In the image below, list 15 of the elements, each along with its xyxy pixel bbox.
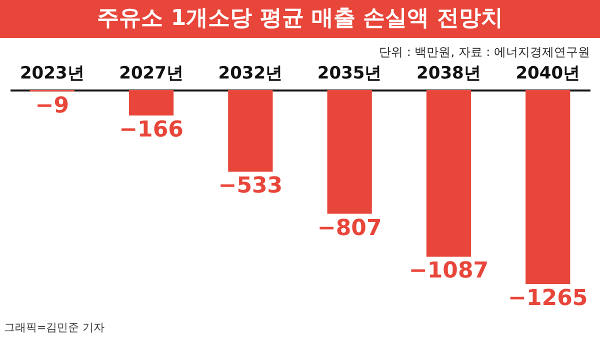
x-tick-label: 2027년 xyxy=(119,64,184,84)
data-label: −807 xyxy=(317,216,382,241)
data-label: −166 xyxy=(119,117,184,142)
x-tick-label: 2040년 xyxy=(516,64,580,84)
x-tick-label: 2035년 xyxy=(317,64,382,84)
data-label: −1265 xyxy=(508,286,588,311)
data-label: −533 xyxy=(218,174,283,199)
text: 그래픽=김민준 기자 xyxy=(4,320,105,335)
chart-title: 주유소 1개소당 평균 매출 손실액 전망치 xyxy=(0,0,600,38)
data-label: −9 xyxy=(35,93,70,118)
x-tick-label: 2032년 xyxy=(218,64,283,84)
data-label: −1087 xyxy=(408,258,489,284)
x-tick-label: 2038년 xyxy=(416,64,481,84)
x-tick-label: 2023년 xyxy=(20,64,84,84)
chart-subtitle: 단위 : 백만원, 자료 : 에너지경제연구원 xyxy=(379,44,590,61)
